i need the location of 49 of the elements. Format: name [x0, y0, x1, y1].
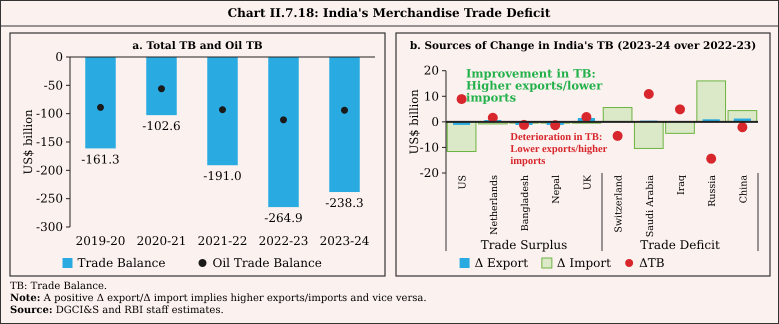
chart-title: b. Sources of Change in India's TB (2023-24 over 2022-23) — [410, 40, 756, 52]
x-tick-label: 2022-23 — [258, 234, 308, 248]
text: Trade Surplus — [480, 238, 568, 252]
x-tick-label: Nepal — [551, 175, 562, 204]
legend-label: Δ Export — [474, 256, 528, 270]
y-tick-label: 0 — [431, 114, 439, 129]
x-tick-label: Saudi Arabia — [644, 174, 656, 238]
x-tick-label: 2020-21 — [136, 234, 186, 248]
annotation: Deterioration in TB: Lower exports/higher imports — [510, 132, 608, 167]
x-tick-label: 2023-24 — [320, 234, 370, 248]
legend-label: Oil Trade Balance — [212, 256, 322, 270]
x-tick-label: Bangladesh — [520, 175, 531, 232]
y-tick-label: 0 — [55, 50, 63, 64]
text: Note: A positive Δ export/Δ import implies higher exports/imports and vice versa. — [10, 293, 427, 304]
x-tick-label: Russia — [707, 174, 718, 207]
y-tick-label: -150 — [36, 135, 63, 149]
y-tick-label: -20 — [420, 166, 439, 180]
text: TB: Trade Balance. — [10, 281, 108, 292]
x-tick-label: China — [738, 174, 750, 204]
x-tick-label: US — [458, 175, 469, 190]
x-tick-label: UK — [582, 174, 594, 190]
text: Chart II.7.18: India's Merchandise Trade Deficit — [228, 6, 551, 20]
data-label: -102.6 — [142, 119, 181, 134]
legend-label: Trade Balance — [78, 256, 166, 270]
y-tick-label: 10 — [424, 89, 439, 104]
legend-label: ΔTB — [639, 256, 665, 270]
x-tick-label: Iraq — [676, 175, 687, 196]
data-label: -191.0 — [203, 169, 242, 184]
data-label: -264.9 — [264, 211, 303, 226]
annotation: Improvement in TB: Higher exports/lower imports — [466, 66, 604, 105]
legend-label: Δ Import — [556, 256, 612, 270]
y-tick-label: -300 — [36, 220, 63, 234]
x-tick-label: 2021-22 — [198, 234, 248, 248]
y-axis-title: US$ billion — [407, 88, 421, 154]
y-tick-label: -50 — [44, 78, 63, 92]
y-tick-label: -100 — [36, 106, 63, 121]
text: Trade Deficit — [640, 238, 720, 252]
data-label: -238.3 — [325, 196, 364, 210]
y-axis-title: US$ billion — [21, 108, 35, 174]
y-tick-label: -200 — [36, 163, 63, 178]
y-tick-label: -10 — [420, 140, 439, 154]
x-tick-label: Netherlands — [488, 174, 500, 235]
x-tick-label: 2019-20 — [76, 234, 126, 248]
chart-title: a. Total TB and Oil TB — [132, 40, 263, 52]
x-tick-label: Switzerland — [614, 175, 625, 233]
source-note: Source: DGCI&S and RBI staff estimates. — [10, 305, 224, 316]
y-tick-label: -250 — [36, 192, 63, 206]
data-label: -161.3 — [81, 152, 120, 166]
y-tick-label: 20 — [424, 64, 439, 78]
